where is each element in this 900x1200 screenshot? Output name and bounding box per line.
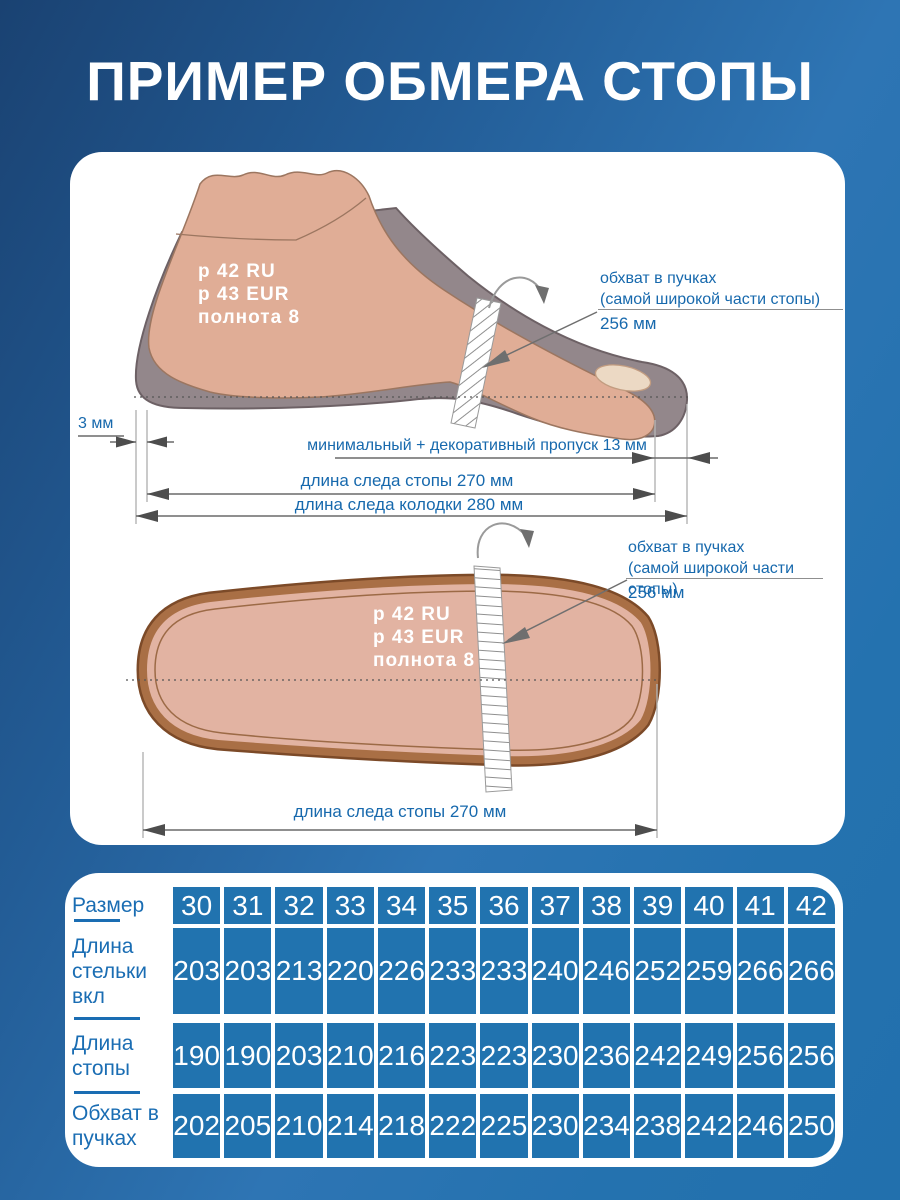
side-view-dimensions: [78, 404, 718, 524]
table-cell: 259: [685, 928, 733, 1014]
table-cell: 203: [224, 928, 272, 1014]
side-size-width: полнота 8: [198, 307, 301, 328]
sole-girth-value: 256 мм: [628, 583, 685, 602]
table-cell: 203: [275, 1023, 323, 1088]
table-cell: 223: [429, 1023, 477, 1088]
heel-offset-label: 3 мм: [78, 415, 114, 432]
table-header-cell: 33: [326, 887, 374, 924]
label-underline: [74, 1017, 140, 1020]
label-underline: [74, 919, 120, 922]
side-size-eur: р 43 EUR: [198, 284, 290, 305]
sole-size-eur: р 43 EUR: [373, 627, 465, 648]
sole-girth-underline: [626, 578, 823, 579]
table-cell: 210: [326, 1023, 374, 1088]
side-view-drawing: [134, 170, 689, 441]
table-cell: 222: [429, 1094, 477, 1158]
table-row-label: Длина стопы: [72, 1023, 169, 1094]
table-cell: 256: [787, 1023, 836, 1088]
table-cell: 238: [634, 1094, 682, 1158]
table-row-label: Размер: [72, 887, 169, 924]
side-size-label: р 42 RU р 43 EUR полнота 8: [198, 260, 300, 329]
table-cell: 210: [275, 1094, 323, 1158]
table-cell: 190: [224, 1023, 272, 1088]
table-header-cell: 37: [531, 887, 579, 924]
table-cell: 266: [787, 928, 836, 1014]
table-cell: 216: [377, 1023, 426, 1088]
side-last-length-label: длина следа колодки 280 мм: [294, 495, 524, 514]
side-foot-length-label: длина следа стопы 270 мм: [300, 471, 514, 490]
table-cell: 214: [326, 1094, 374, 1158]
sole-size-width: полнота 8: [373, 650, 476, 671]
table-cell: 225: [480, 1094, 528, 1158]
table-row-label: Обхват в пучках: [72, 1102, 159, 1150]
size-table: Размер 30 31 32 33 34 35 36 37 38 39 40 41 42 Длина ст…: [65, 873, 843, 1167]
table-cell: 249: [685, 1023, 733, 1088]
table-header-cell: 34: [377, 887, 426, 924]
table-row-label: Длина стельки вкл: [72, 928, 169, 1020]
table-cell: 240: [531, 928, 579, 1014]
table-row: Обхват в пучках 202 205 210 214 218 222 225 230 2…: [72, 1094, 836, 1158]
table-cell: 246: [582, 928, 631, 1014]
table-cell: 252: [634, 928, 682, 1014]
table-cell: 202: [173, 1094, 221, 1158]
side-girth-underline: [598, 309, 843, 310]
table-header-cell: 38: [582, 887, 631, 924]
table-row: Размер 30 31 32 33 34 35 36 37 38 39 40 41 42: [72, 887, 836, 924]
table-cell: 190: [173, 1023, 221, 1088]
table-cell: 233: [480, 928, 528, 1014]
table-cell: 236: [582, 1023, 631, 1088]
sole-girth-line2: (самой широкой части стопы): [628, 560, 795, 598]
sole-girth-annotation: обхват в пучках (самой широкой части сто…: [628, 537, 845, 600]
table-cell: 242: [685, 1094, 733, 1158]
table-header-cell: 40: [685, 887, 733, 924]
table-cell: 203: [173, 928, 221, 1014]
table-cell: 233: [429, 928, 477, 1014]
table-header-cell: 30: [173, 887, 221, 924]
label-underline: [74, 1091, 140, 1094]
table-cell: 234: [582, 1094, 631, 1158]
foot-measurement-diagrams: [78, 170, 718, 838]
table-cell: 213: [275, 928, 323, 1014]
sole-foot-length-label: длина следа стопы 270 мм: [293, 802, 507, 821]
table-header-cell: 42: [787, 887, 836, 924]
table-header-cell: 39: [634, 887, 682, 924]
table-cell: 250: [787, 1094, 836, 1158]
table-cell: 218: [377, 1094, 426, 1158]
sole-view-drawing: [126, 522, 661, 793]
table-header-cell: 36: [480, 887, 528, 924]
table-cell: 223: [480, 1023, 528, 1088]
allowance-label: минимальный + декоративный пропуск 13 мм: [307, 437, 647, 454]
side-size-ru: р 42 RU: [198, 261, 276, 282]
table-cell: 226: [377, 928, 426, 1014]
table-row: Длина стопы 190 190 203 210 216 223 223 230 236 24…: [72, 1023, 836, 1094]
table-cell: 256: [736, 1023, 784, 1088]
side-girth-annotation: обхват в пучках (самой широкой части сто…: [600, 268, 820, 310]
table-row: Длина стельки вкл 203 203 213 220 226 233 233 24…: [72, 928, 836, 1020]
table-header-cell: 31: [224, 887, 272, 924]
side-girth-value: 256 мм: [600, 314, 657, 333]
table-header-cell: 32: [275, 887, 323, 924]
table-header-cell: 35: [429, 887, 477, 924]
sole-size-label: р 42 RU р 43 EUR полнота 8: [373, 603, 475, 672]
page-title: ПРИМЕР ОБМЕРА СТОПЫ: [86, 50, 814, 112]
diagrams-panel: р 42 RU р 43 EUR полнота 8 обхват в пучк…: [70, 152, 845, 845]
side-girth-line1: обхват в пучках: [600, 270, 717, 287]
table-cell: 205: [224, 1094, 272, 1158]
table-cell: 242: [634, 1023, 682, 1088]
table-header-cell: 41: [736, 887, 784, 924]
sole-view-dimensions: [142, 684, 658, 838]
side-girth-line2: (самой широкой части стопы): [600, 291, 821, 308]
table-cell: 246: [736, 1094, 784, 1158]
table-cell: 230: [531, 1023, 579, 1088]
sole-size-ru: р 42 RU: [373, 604, 451, 625]
sole-girth-line1: обхват в пучках: [628, 539, 745, 556]
table-cell: 266: [736, 928, 784, 1014]
table-cell: 230: [531, 1094, 579, 1158]
table-cell: 220: [326, 928, 374, 1014]
